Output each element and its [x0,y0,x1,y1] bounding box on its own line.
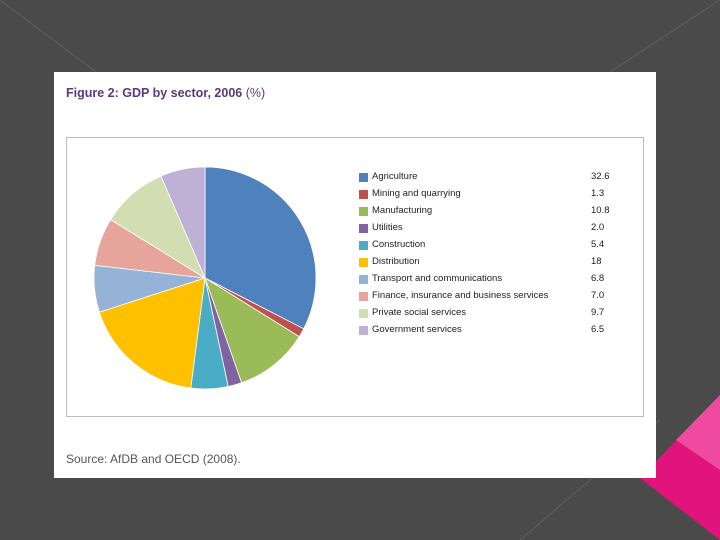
legend-item: Private social services 9.7 [359,306,629,323]
legend-item: Utilities 2.0 [359,221,629,238]
legend-swatch [359,326,368,335]
legend-value: 32.6 [591,171,610,182]
legend-label: Finance, insurance and business services [372,290,549,301]
pie-slice-government-services [160,166,206,279]
legend-label: Government services [372,324,462,335]
legend-value: 6.5 [591,324,605,335]
chart-legend: Agriculture 32.6 Mining and quarrying 1.3 Ma… [359,170,629,340]
legend-value: 5.4 [591,239,605,250]
figure-title-main: Figure 2: GDP by sector, 2006 [66,86,243,100]
legend-value: 6.8 [591,273,605,284]
legend-value: 2.0 [591,222,605,233]
legend-item: Mining and quarrying 1.3 [359,187,629,204]
legend-swatch [359,241,368,250]
pie-slice-agriculture [204,166,317,330]
legend-value: 7.0 [591,290,605,301]
legend-swatch [359,207,368,216]
legend-item: Construction 5.4 [359,238,629,255]
legend-value: 9.7 [591,307,605,318]
legend-swatch [359,275,368,284]
accent-triangle-highlight [676,395,720,470]
legend-swatch [359,292,368,301]
legend-item: Finance, insurance and business services… [359,289,629,306]
legend-swatch [359,224,368,233]
legend-swatch [359,309,368,318]
legend-item: Distribution 18 [359,255,629,272]
legend-swatch [359,258,368,267]
legend-label: Distribution [372,256,420,267]
chart-frame: Agriculture 32.6 Mining and quarrying 1.3 Ma… [66,137,644,417]
legend-label: Agriculture [372,171,418,182]
legend-label: Utilities [372,222,403,233]
legend-label: Construction [372,239,426,250]
legend-label: Transport and communications [372,273,503,284]
legend-label: Manufacturing [372,205,433,216]
pie-chart [93,166,317,390]
legend-item: Agriculture 32.6 [359,170,629,187]
legend-value: 1.3 [591,188,605,199]
legend-item: Transport and communications 6.8 [359,272,629,289]
figure-title-unit: (%) [245,86,266,100]
legend-swatch [359,190,368,199]
legend-label: Private social services [372,307,466,318]
legend-item: Manufacturing 10.8 [359,204,629,221]
decor-line [0,0,97,73]
pie-slice-distribution [98,277,206,389]
legend-item: Government services 6.5 [359,323,629,340]
legend-swatch [359,173,368,182]
legend-value: 10.8 [591,205,610,216]
decor-line [609,0,720,73]
figure-title: Figure 2: GDP by sector, 2006 (%) [66,86,265,100]
pie-slice-manufacturing [204,277,300,384]
legend-label: Mining and quarrying [372,188,461,199]
source-note: Source: AfDB and OECD (2008). [66,452,241,466]
slide-card: Figure 2: GDP by sector, 2006 (%) Agricu… [54,72,656,478]
legend-value: 18 [591,256,602,267]
